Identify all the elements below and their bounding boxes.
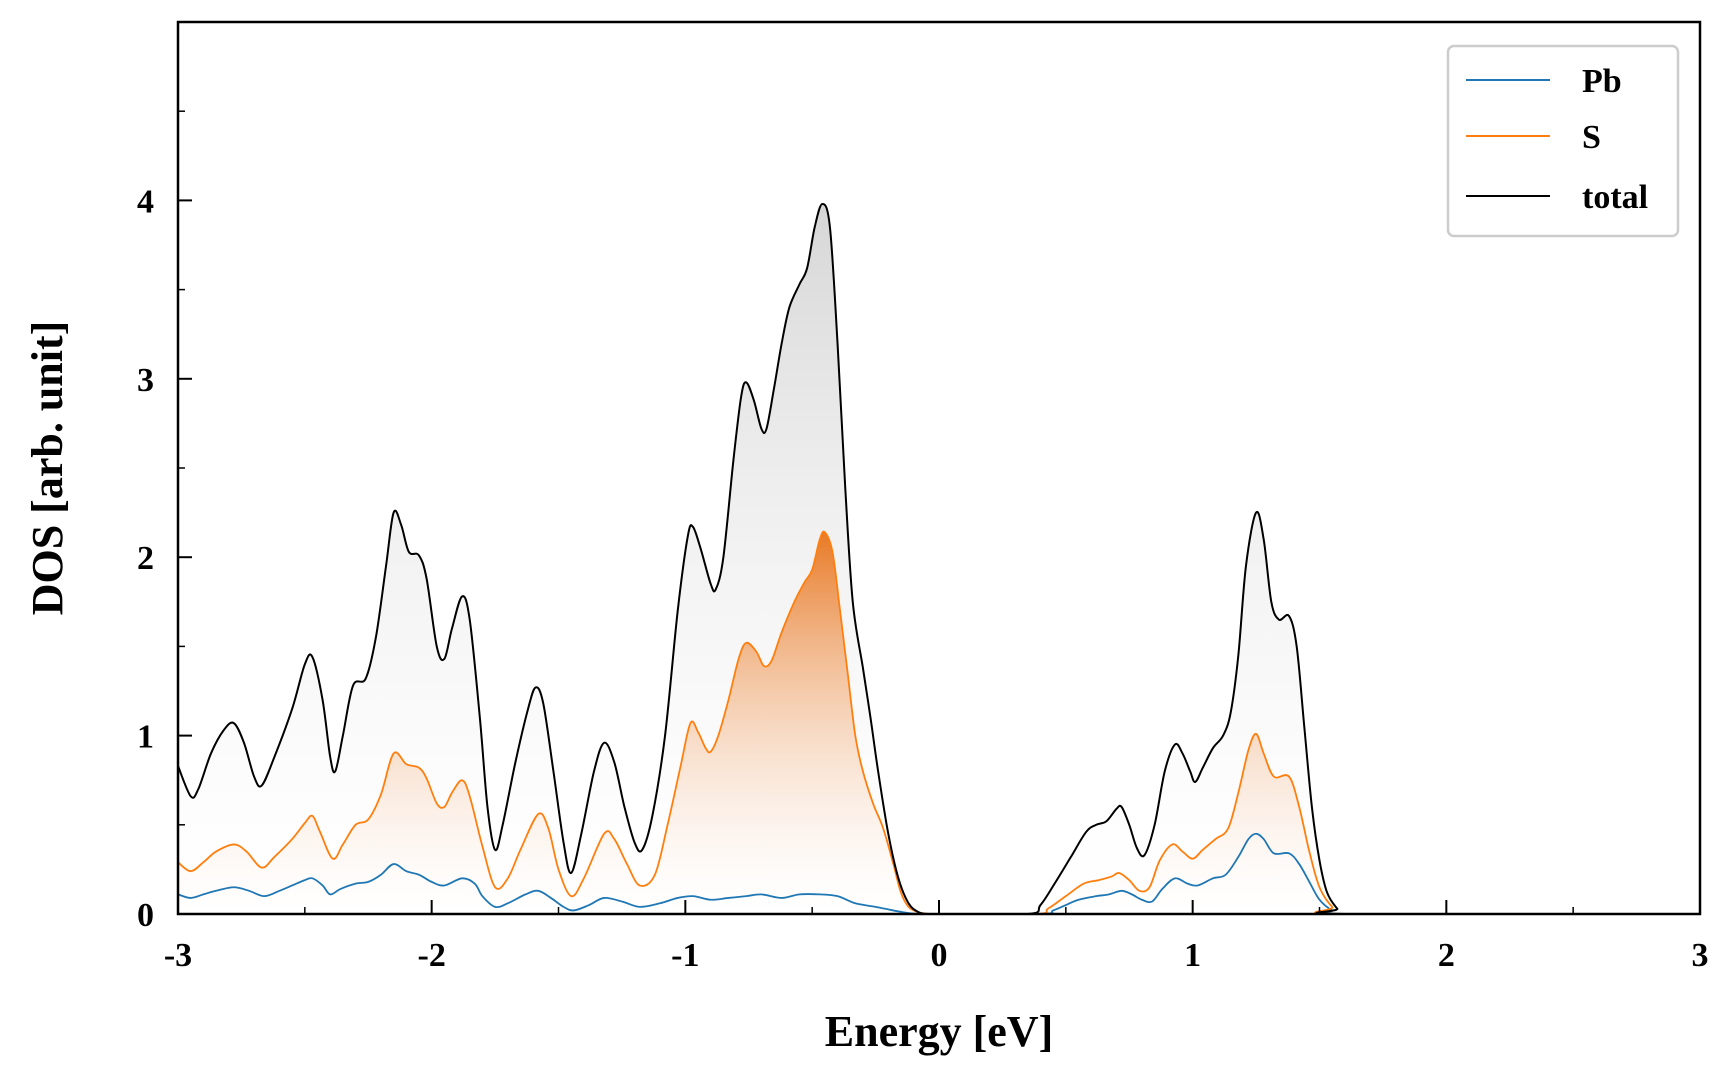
series-line-s	[178, 530, 1700, 914]
x-tick-label: 1	[1184, 937, 1201, 974]
legend-label-s: S	[1582, 119, 1601, 156]
x-axis-title: Energy [eV]	[825, 1007, 1054, 1056]
legend: Pb S total	[1446, 44, 1680, 238]
fill-area-total	[178, 203, 1700, 914]
fill-area-s	[178, 531, 1700, 914]
x-tick-label: 2	[1438, 937, 1455, 974]
y-tick-label: 3	[137, 362, 154, 399]
y-axis-title: DOS [arb. unit]	[23, 321, 72, 616]
y-tick-label: 2	[137, 540, 154, 577]
x-tick-label: 0	[931, 937, 948, 974]
x-tick-label: -3	[164, 937, 192, 974]
y-tick-label: 4	[137, 183, 154, 220]
y-tick-label: 1	[137, 719, 154, 756]
x-tick-label: 3	[1692, 937, 1709, 974]
series-line-total	[178, 202, 1700, 914]
legend-box	[1446, 44, 1680, 238]
legend-label-pb: Pb	[1582, 63, 1622, 100]
x-tick-label: -1	[671, 937, 699, 974]
legend-label-total: total	[1582, 179, 1648, 216]
y-tick-label: 0	[137, 897, 154, 934]
series-line-pb	[178, 832, 1700, 914]
x-tick-label: -2	[418, 937, 446, 974]
